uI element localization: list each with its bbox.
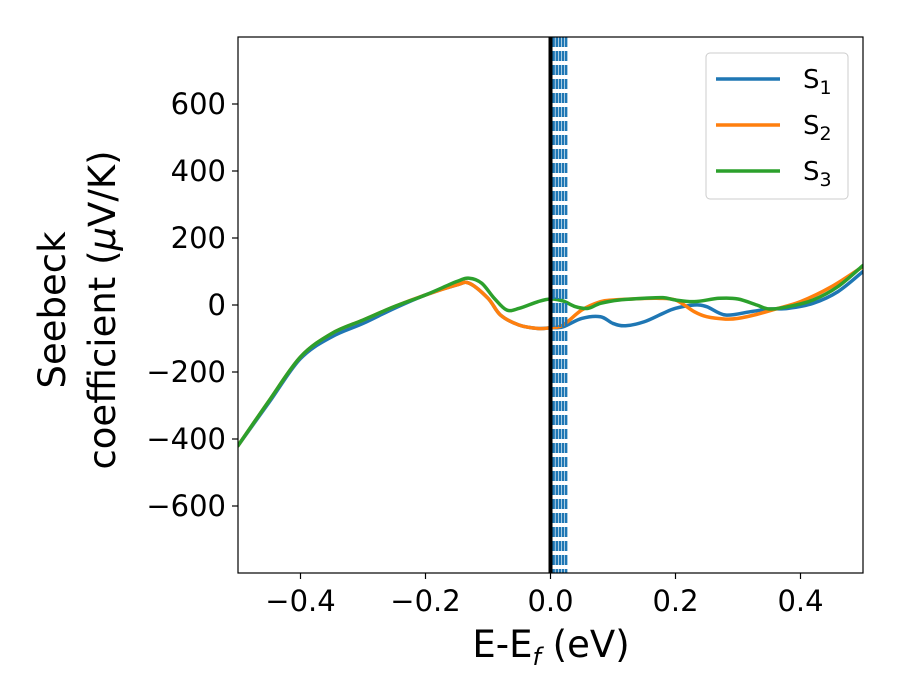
y-tick-label: 200 (171, 221, 226, 255)
y-axis-label-line1: Seebeck (31, 231, 74, 389)
x-tick-label: −0.4 (265, 584, 335, 618)
y-tick-label: 600 (171, 87, 226, 121)
x-tick-label: 0.0 (527, 584, 573, 618)
lines-layer (238, 37, 863, 573)
ticks-layer: −0.4 −0.2 0.0 0.2 0.4 −600 −400 −200 0 200 400 600 (146, 87, 823, 618)
series-line-s3 (238, 263, 863, 448)
y-tick-label: 0 (208, 288, 226, 322)
x-tick-label: 0.4 (777, 584, 823, 618)
y-tick-label: −400 (146, 422, 226, 456)
x-axis-label: E-Ef (eV) (472, 623, 629, 671)
legend-items: S1 S2 S3 (716, 65, 832, 191)
x-tick-label: −0.2 (390, 584, 460, 618)
plot-frame (237, 36, 864, 574)
y-tick-label: −600 (146, 489, 226, 523)
y-tick-label: −200 (146, 355, 226, 389)
x-tick-label: 0.2 (652, 584, 698, 618)
y-axis-label-line2: coefficient (μV/K) (81, 150, 124, 469)
y-tick-label: 400 (171, 154, 226, 188)
legend-label-s3: S3 (803, 157, 832, 191)
legend-label-s1: S1 (803, 65, 832, 99)
legend-label-s2: S2 (803, 111, 832, 145)
legend: S1 S2 S3 (705, 52, 849, 200)
y-axis-label: Seebeck coefficient (μV/K) (31, 150, 124, 469)
